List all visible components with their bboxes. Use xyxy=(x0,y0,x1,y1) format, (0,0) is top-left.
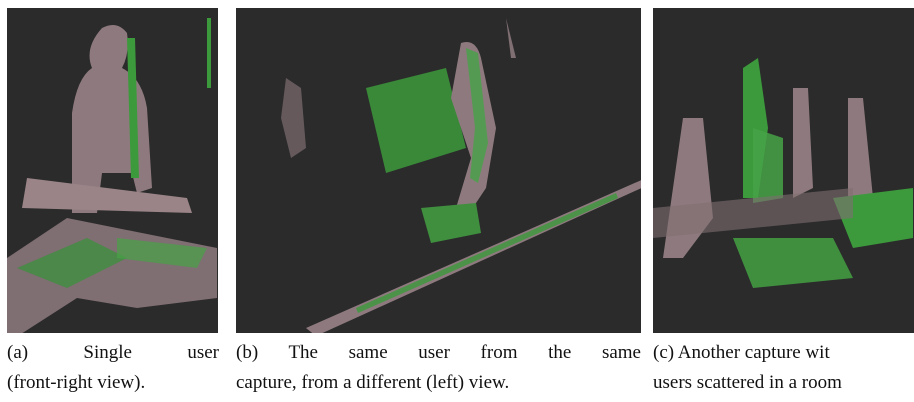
caption-line: capture, from a different (left) view. xyxy=(236,372,510,393)
caption-b: (b) The same user from the same capture,… xyxy=(236,338,641,398)
caption-a: (a) Single user (front-right view). xyxy=(7,338,219,398)
caption-line: (a) Single user xyxy=(7,342,219,363)
point-cloud-image-c xyxy=(653,8,914,333)
caption-line: (front-right view). xyxy=(7,372,146,393)
caption-line: users scattered in a room xyxy=(653,372,842,393)
point-cloud-a xyxy=(7,18,217,333)
point-cloud-c xyxy=(653,58,913,288)
point-cloud-image-a xyxy=(7,8,218,333)
caption-line: (b) The same user from the same xyxy=(236,342,641,363)
caption-c: (c) Another capture wit users scattered … xyxy=(653,338,914,398)
caption-line: (c) Another capture wit xyxy=(653,342,830,363)
point-cloud-image-b xyxy=(236,8,641,333)
point-cloud-b xyxy=(281,18,641,333)
